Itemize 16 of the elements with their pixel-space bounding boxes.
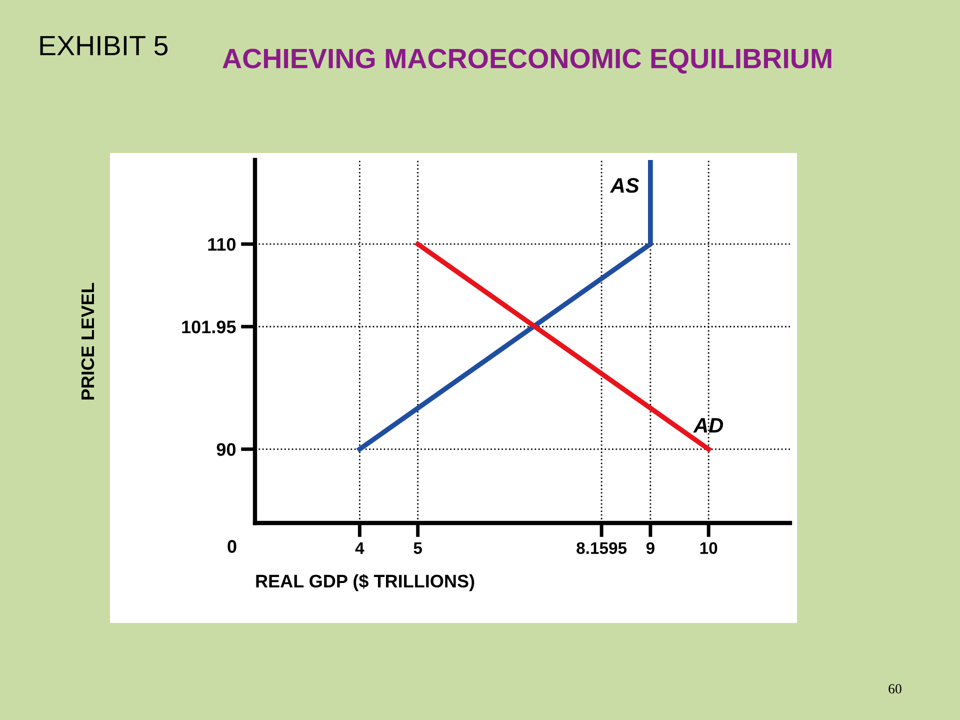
x-tick-label: 8.1595	[576, 542, 627, 554]
x-tick-label: 5	[414, 542, 422, 554]
y-tick-label: 110	[208, 238, 236, 251]
y-tick-label: 101.95	[182, 320, 236, 334]
chart-title: EXHIBIT 5	[40, 36, 168, 56]
x-axis-title: REAL GDP ($ TRILLIONS)	[256, 574, 474, 592]
text: 0	[228, 540, 236, 553]
x-tick-label: 10	[700, 542, 718, 554]
x-tick-label: 9	[646, 542, 654, 554]
chart-subtitle: ACHIEVING MACROECONOMIC EQUILIBRIUM	[222, 48, 832, 74]
x-tick-label: 4	[355, 542, 364, 554]
y-axis-title: PRICE LEVEL	[81, 282, 94, 400]
series-label: AS	[610, 178, 640, 193]
series-label: AD	[693, 418, 724, 433]
text: 60	[888, 684, 902, 694]
y-tick-label: 90	[216, 443, 236, 456]
